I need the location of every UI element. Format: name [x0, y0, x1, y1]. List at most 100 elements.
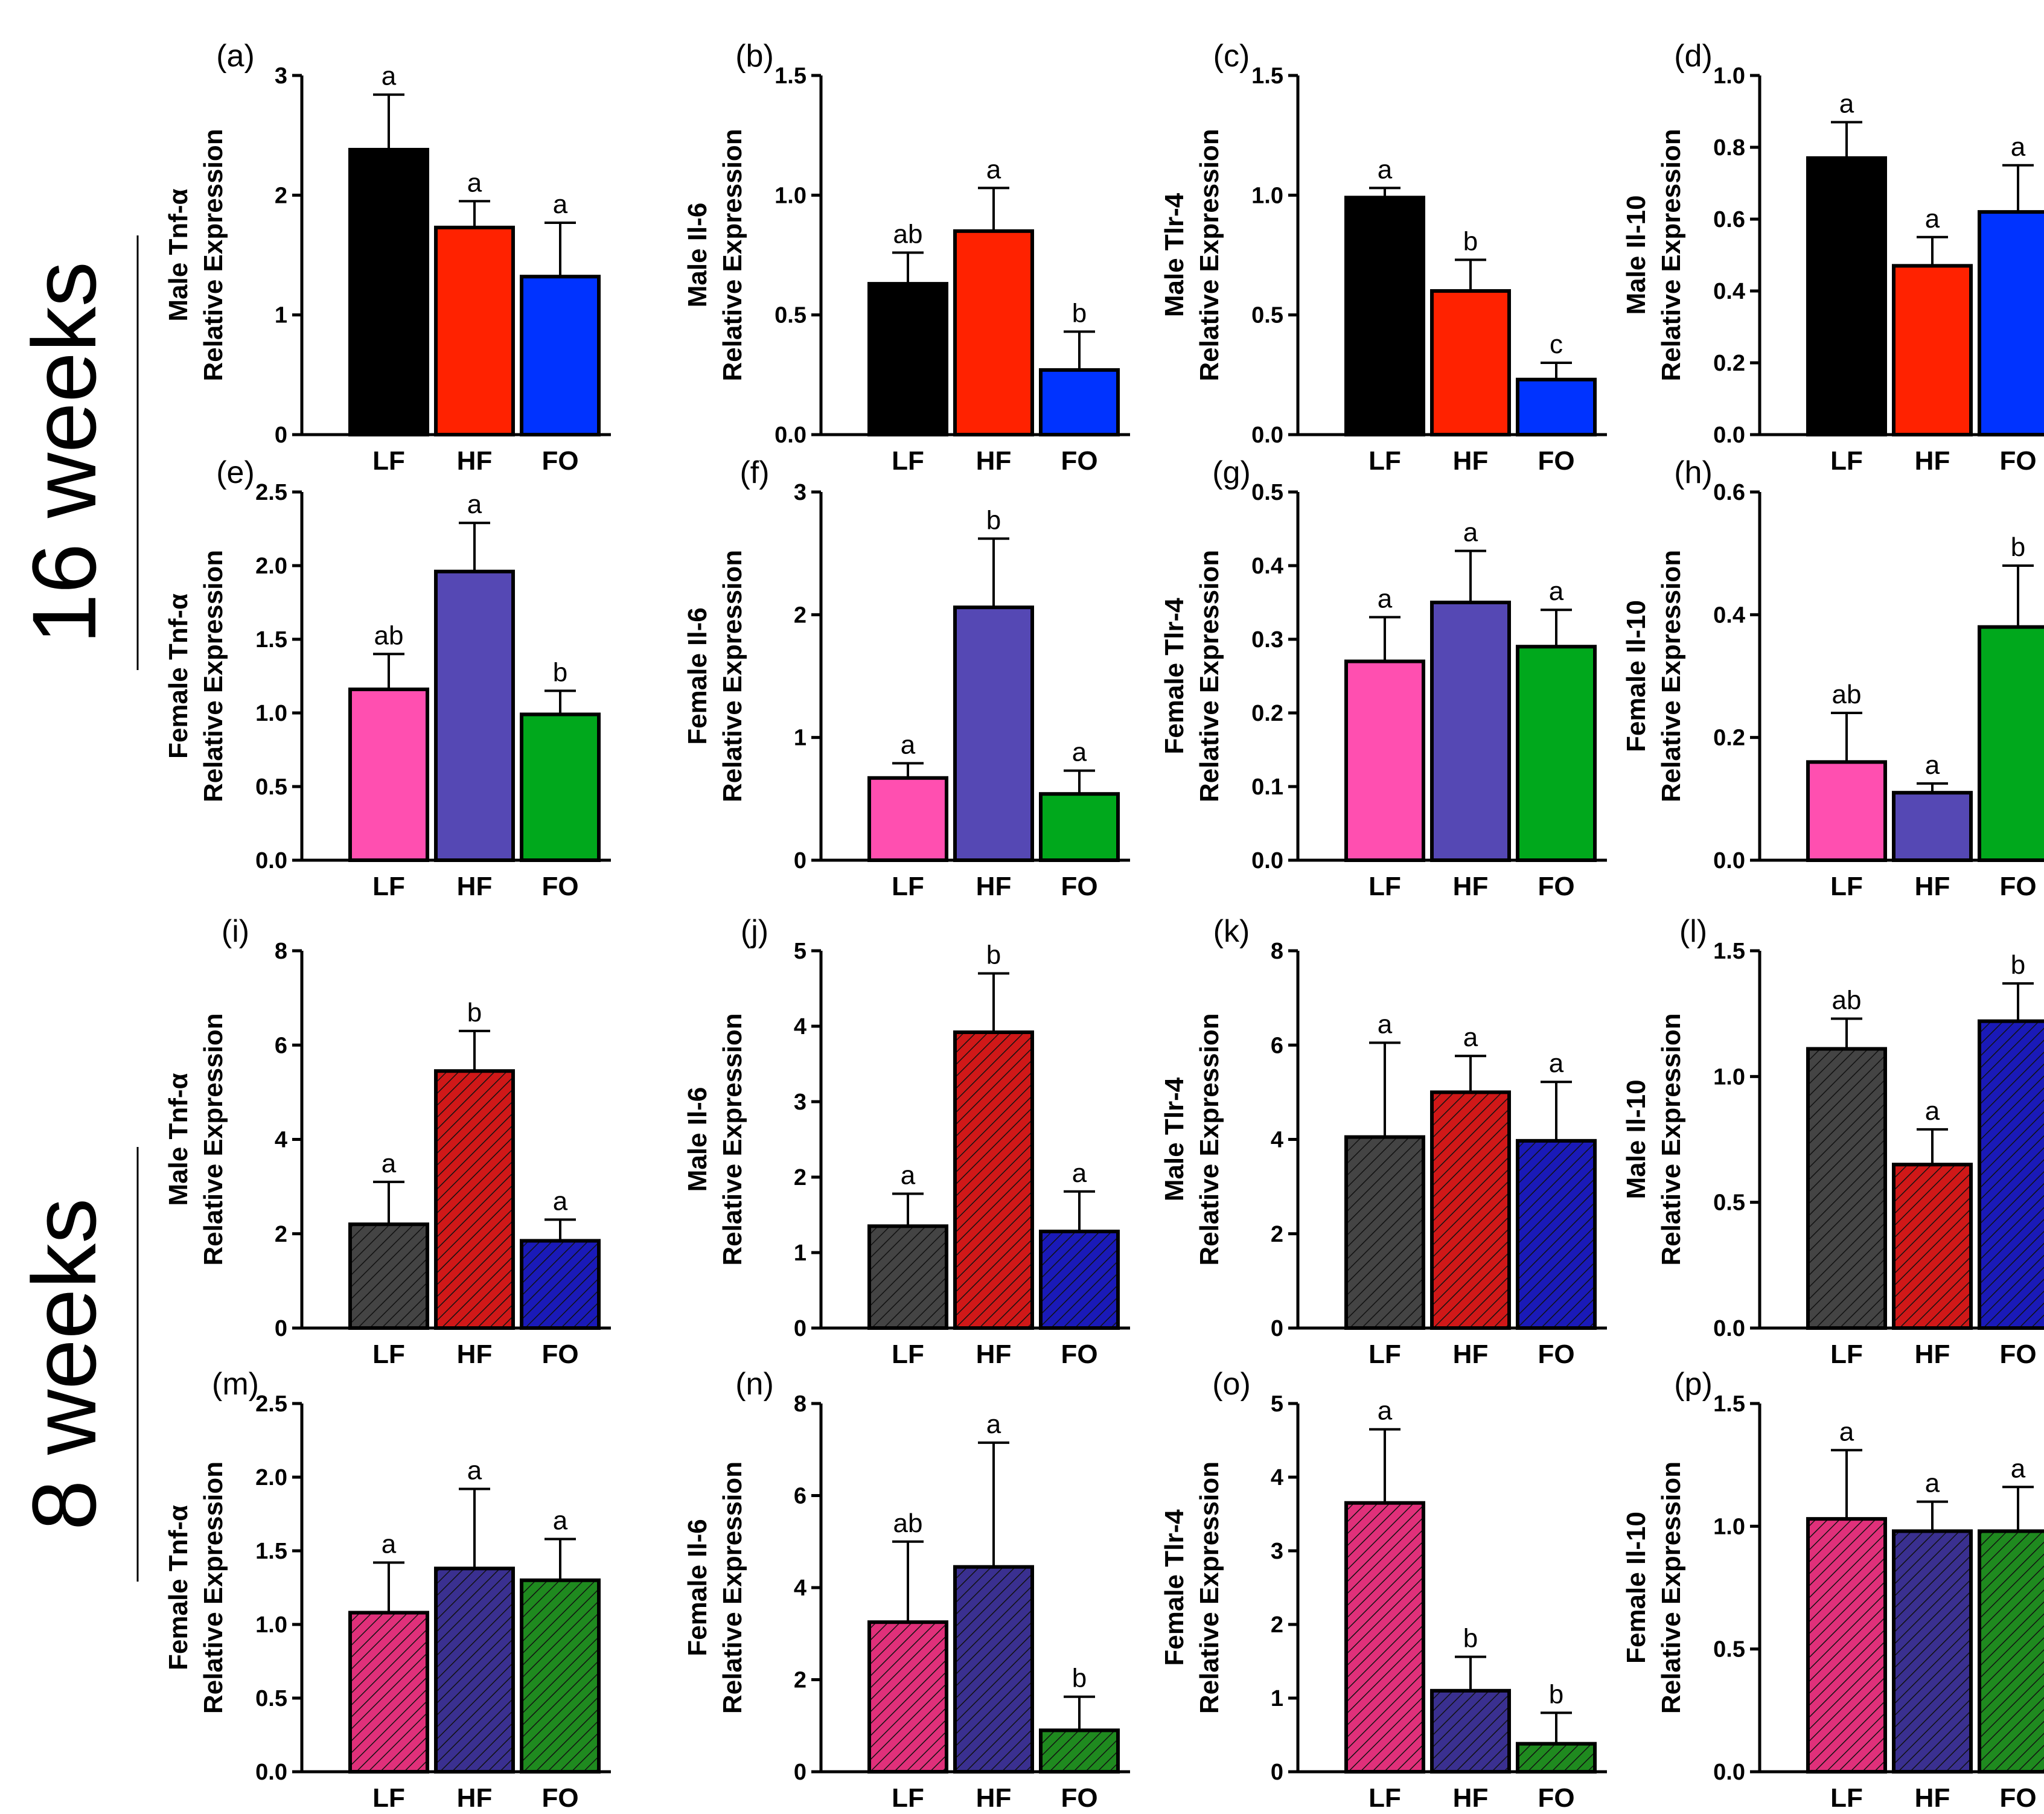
y-tick-label: 2	[1271, 1612, 1283, 1638]
y-tick-label: 1.5	[255, 627, 287, 653]
y-tick-label: 1.0	[1251, 183, 1283, 208]
panel-i: (i) Male Tnf-α Relative Expression 0 2 4 6 8 a LF…	[164, 914, 611, 1369]
significance-label: a	[382, 62, 397, 91]
significance-label: a	[1378, 584, 1393, 613]
y-axis-title: Male Il-10	[1621, 1079, 1651, 1199]
bar-lf	[1344, 196, 1425, 436]
panel-m: (m) Female Tnf-α Relative Expression 0.0 0.5…	[164, 1367, 611, 1813]
x-category-label: FO	[1999, 1340, 2036, 1369]
x-category-label: HF	[1453, 872, 1489, 901]
y-tick-label: 1.5	[1713, 939, 1745, 964]
y-tick-label: 5	[1271, 1391, 1283, 1417]
significance-label: a	[1549, 1049, 1564, 1078]
panel-g: (g) Female Tlr-4 Relative Expression 0.0 0.1…	[1160, 455, 1607, 901]
bar-lf	[1806, 156, 1887, 436]
significance-label: a	[1925, 750, 1940, 780]
bar-hf	[1430, 1688, 1511, 1774]
y-tick-label: 0.0	[1251, 423, 1283, 448]
y-tick-label: 8	[794, 1391, 806, 1417]
y-tick-label: 1.0	[255, 1612, 287, 1638]
bar-hf	[1430, 601, 1511, 862]
x-category-label: LF	[1830, 872, 1863, 901]
bar-lf	[348, 1611, 429, 1774]
significance-label: a	[1839, 89, 1854, 118]
y-tick-label: 0.6	[1713, 207, 1745, 232]
x-category-label: LF	[892, 446, 924, 476]
y-tick-label: 0.0	[1713, 1760, 1745, 1785]
y-axis-title: Female Tnf-α	[164, 593, 193, 759]
y-tick-label: 2.0	[255, 1465, 287, 1490]
x-category-label: LF	[892, 1340, 924, 1369]
bar-lf	[1806, 1047, 1887, 1330]
y-tick-label: 1	[794, 1241, 806, 1266]
panel-l: (l) Male Il-10 Relative Expression 0.0 0.5 1.…	[1621, 914, 2044, 1369]
bar-hf	[434, 1069, 515, 1330]
significance-label: b	[1463, 226, 1478, 256]
y-tick-label: 0.5	[1251, 480, 1283, 505]
significance-label: a	[1925, 204, 1940, 234]
panel-letter-e: (e)	[216, 455, 255, 490]
significance-label: ab	[1832, 986, 1862, 1015]
y-tick-label: 0	[794, 848, 806, 873]
y-tick-label: 0.0	[1251, 848, 1283, 873]
panel-letter-d: (d)	[1674, 39, 1713, 74]
y-tick-label: 2	[794, 1165, 806, 1190]
panel-letter-k: (k)	[1213, 914, 1250, 949]
y-tick-label: 6	[794, 1484, 806, 1509]
significance-label: b	[986, 505, 1001, 535]
x-category-label: FO	[541, 446, 578, 476]
y-tick-label: 5	[794, 939, 806, 964]
y-tick-label: 0.0	[255, 1760, 287, 1785]
y-axis-title: Female Il-10	[1621, 600, 1651, 752]
y-tick-label: 2	[275, 1222, 287, 1247]
bar-hf	[953, 1030, 1034, 1330]
y-tick-label: 1.5	[1251, 63, 1283, 89]
x-category-label: HF	[976, 872, 1012, 901]
bar-lf	[867, 1224, 948, 1330]
panel-b: (b) Male Il-6 Relative Expression 0.0 0.5 1.0…	[683, 39, 1130, 476]
bar-fo	[1978, 210, 2044, 436]
y-axis-subtitle: Relative Expression	[199, 550, 228, 802]
panel-letter-j: (j)	[741, 914, 768, 949]
bar-lf	[1806, 1517, 1887, 1774]
bar-lf	[348, 147, 429, 436]
y-axis-title: Male Il-6	[683, 203, 712, 308]
bar-fo	[1039, 792, 1120, 862]
y-tick-label: 0.5	[255, 1686, 287, 1711]
x-category-label: HF	[1915, 1783, 1950, 1813]
y-tick-label: 0.0	[1713, 1316, 1745, 1341]
significance-label: a	[553, 190, 568, 219]
y-axis-subtitle: Relative Expression	[199, 1461, 228, 1714]
y-tick-label: 3	[794, 1090, 806, 1115]
panel-letter-c: (c)	[1213, 39, 1250, 74]
y-tick-label: 0	[275, 1316, 287, 1341]
y-tick-label: 8	[1271, 939, 1283, 964]
x-category-label: LF	[372, 1783, 405, 1813]
y-axis-subtitle: Relative Expression	[1195, 129, 1224, 381]
x-category-label: HF	[1453, 1783, 1489, 1813]
panel-letter-g: (g)	[1212, 455, 1251, 490]
bar-fo	[1039, 368, 1120, 437]
bar-fo	[1516, 1742, 1597, 1774]
bar-fo	[1516, 1139, 1597, 1330]
x-category-label: FO	[1538, 872, 1574, 901]
bar-hf	[1892, 1163, 1973, 1330]
y-tick-label: 0.2	[1713, 726, 1745, 751]
y-tick-label: 2	[794, 1668, 806, 1693]
panel-letter-a: (a)	[216, 39, 255, 74]
bar-lf	[1806, 760, 1887, 863]
y-tick-label: 4	[1271, 1128, 1283, 1153]
x-category-label: LF	[372, 1340, 405, 1369]
y-axis-title: Male Tlr-4	[1160, 1077, 1189, 1201]
panel-letter-n: (n)	[735, 1367, 774, 1402]
significance-label: a	[1925, 1469, 1940, 1498]
y-tick-label: 4	[1271, 1465, 1283, 1490]
y-axis-title: Male Tnf-α	[164, 188, 193, 321]
y-tick-label: 0.4	[1713, 279, 1745, 304]
panel-letter-l: (l)	[1679, 914, 1707, 949]
x-category-label: FO	[1061, 872, 1097, 901]
panel-c: (c) Male Tlr-4 Relative Expression 0.0 0.5 1.…	[1160, 39, 1607, 476]
bar-lf	[1344, 659, 1425, 862]
y-tick-label: 0.5	[1713, 1637, 1745, 1662]
